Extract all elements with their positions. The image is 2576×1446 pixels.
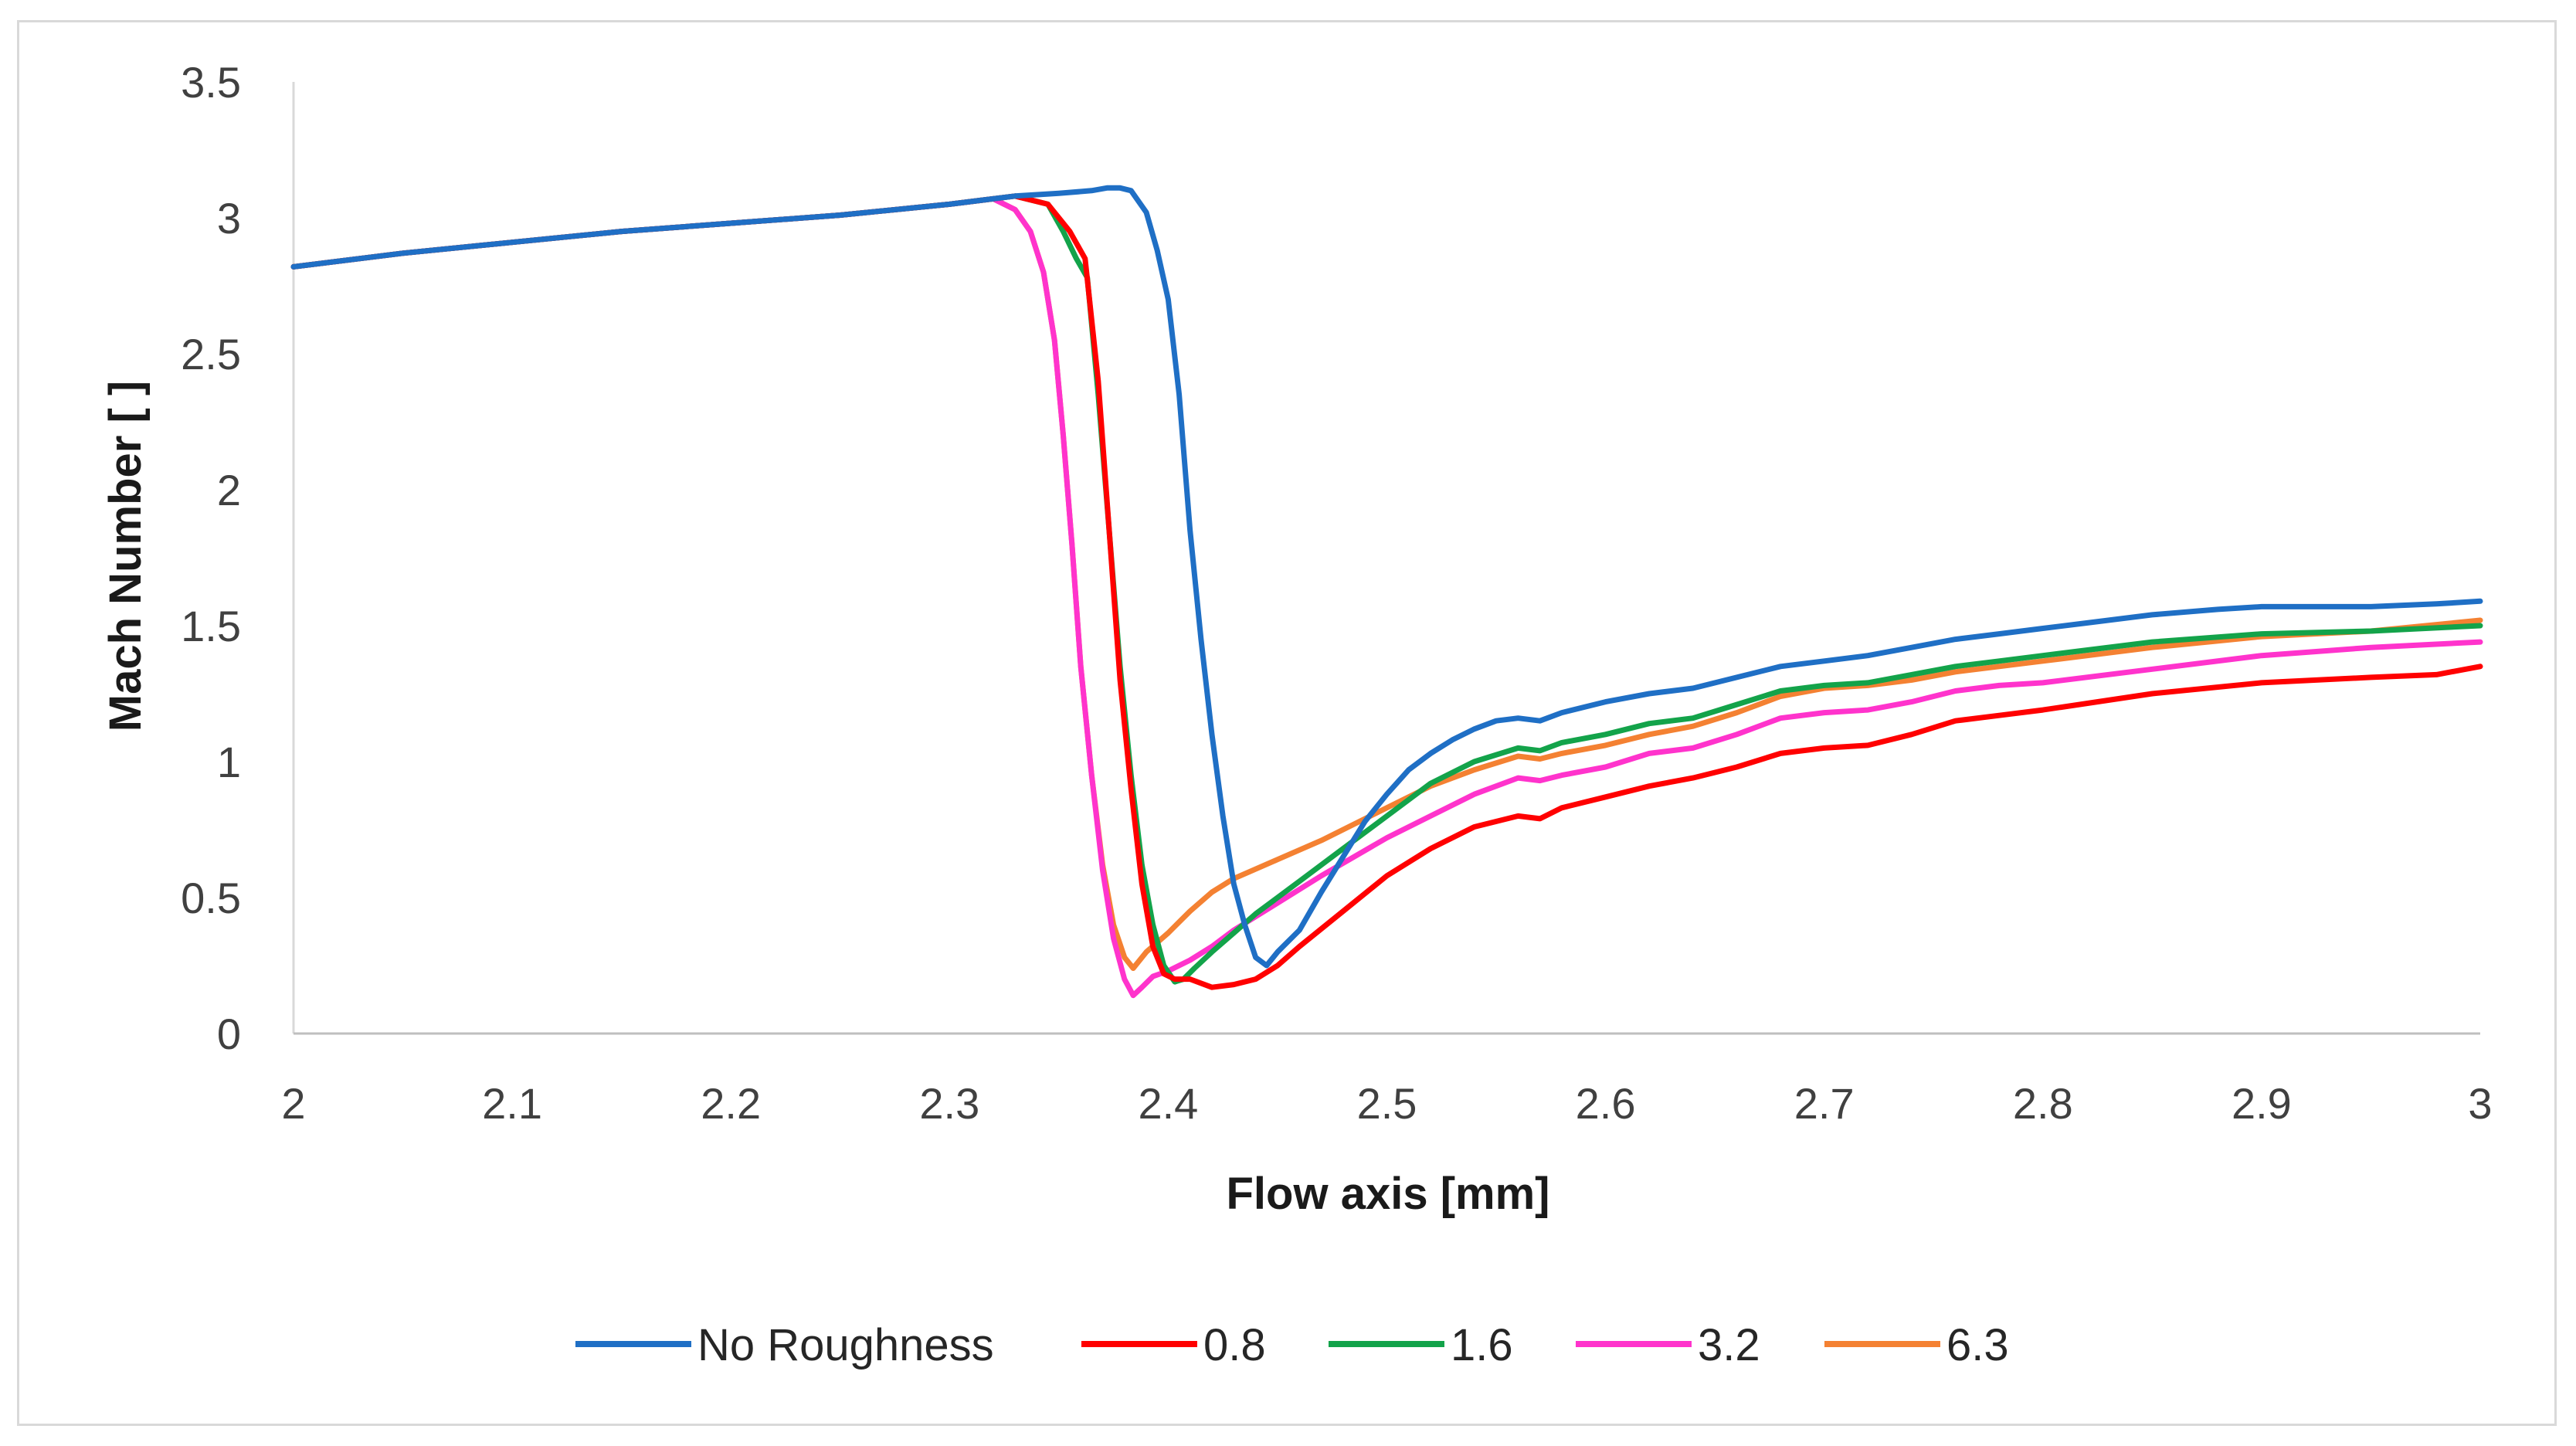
y-tick-label: 1.5 bbox=[181, 602, 241, 650]
y-tick-label: 3 bbox=[217, 194, 241, 243]
x-tick-label: 3 bbox=[2468, 1079, 2492, 1128]
x-tick-label: 2.1 bbox=[482, 1079, 542, 1128]
series-line-4 bbox=[290, 195, 2483, 971]
legend-label-1: 0.8 bbox=[1203, 1320, 1266, 1370]
y-axis-title: Mach Number [ ] bbox=[100, 381, 151, 731]
y-tick-label: 2.5 bbox=[181, 330, 241, 378]
chart-frame bbox=[17, 20, 2557, 1426]
series-lines bbox=[290, 185, 2483, 999]
x-tick-label: 2.5 bbox=[1357, 1079, 1417, 1128]
series-line-0 bbox=[290, 185, 2483, 969]
x-tick-label: 2.9 bbox=[2232, 1079, 2292, 1128]
x-tick-label: 2.7 bbox=[1794, 1079, 1855, 1128]
x-tick-label: 2.3 bbox=[919, 1079, 979, 1128]
legend-label-2: 1.6 bbox=[1451, 1320, 1513, 1370]
y-tick-label: 0.5 bbox=[181, 874, 241, 922]
legend-label-4: 6.3 bbox=[1946, 1320, 2009, 1370]
legend-label-0: No Roughness bbox=[697, 1320, 994, 1370]
x-tick-label: 2 bbox=[281, 1079, 305, 1128]
axes: 2 2.1 2.2 2.3 2.4 2.5 2.6 2.7 2.8 2.9 3 0 0.5 1 1.5 2 2.… bbox=[181, 58, 2492, 1128]
y-tick-label: 3.5 bbox=[181, 58, 241, 107]
legend: No Roughness 0.8 1.6 3.2 6.3 bbox=[575, 1320, 2009, 1370]
y-tick-label: 1 bbox=[217, 738, 241, 786]
series-line-1 bbox=[290, 193, 2483, 990]
x-tick-label: 2.6 bbox=[1576, 1079, 1636, 1128]
x-tick-label: 2.4 bbox=[1138, 1079, 1198, 1128]
y-tick-label: 2 bbox=[217, 466, 241, 514]
x-tick-label: 2.2 bbox=[701, 1079, 761, 1128]
legend-label-3: 3.2 bbox=[1698, 1320, 1760, 1370]
y-tick-label: 0 bbox=[217, 1010, 241, 1058]
x-tick-label: 2.8 bbox=[2013, 1079, 2073, 1128]
series-line-2 bbox=[290, 193, 2483, 985]
x-axis-title: Flow axis [mm] bbox=[1227, 1169, 1550, 1219]
series-line-3 bbox=[290, 195, 2483, 999]
